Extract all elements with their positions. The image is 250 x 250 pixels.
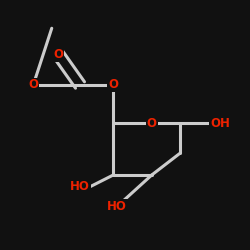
Text: O: O — [147, 117, 157, 130]
Text: O: O — [108, 78, 118, 92]
Text: HO: HO — [107, 200, 127, 213]
Text: OH: OH — [210, 117, 230, 130]
Text: HO: HO — [70, 180, 90, 193]
Text: O: O — [28, 78, 38, 92]
Text: O: O — [53, 48, 63, 61]
